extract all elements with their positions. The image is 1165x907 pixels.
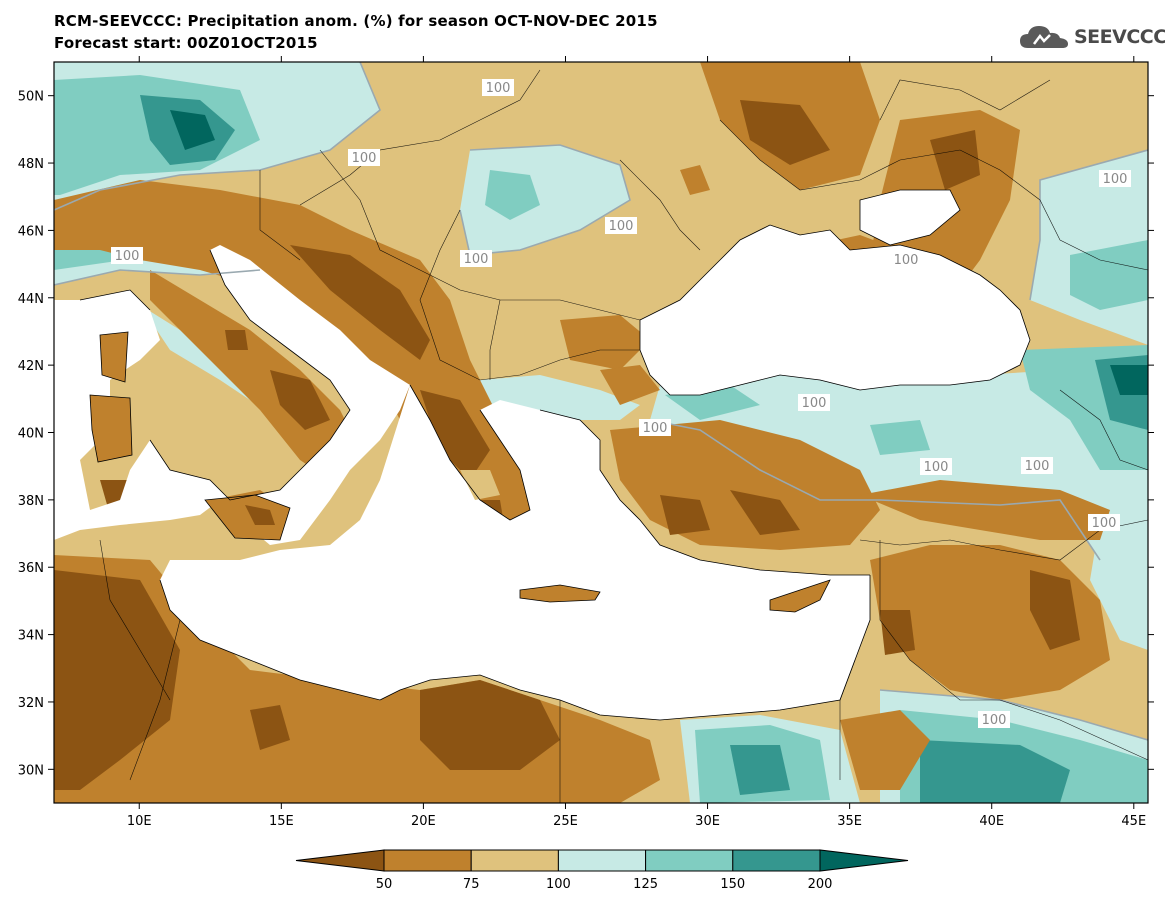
forecast-start-label: Forecast start: 00Z01OCT2015 — [54, 34, 318, 52]
logo-text: SEEVCCC — [1074, 26, 1165, 48]
country-borders — [99, 69, 1148, 803]
contour-label: 100 — [1088, 514, 1120, 531]
colorbar: 50 75 100 125 150 200 — [295, 849, 909, 892]
lon-tick-label: 15E — [269, 814, 294, 829]
lon-tick-label: 25E — [553, 814, 578, 829]
colorbar-swatch — [645, 849, 734, 872]
svg-text:100: 100 — [802, 396, 827, 411]
islands — [90, 332, 830, 612]
colorbar-swatch — [732, 849, 821, 872]
lon-tick-label: 35E — [837, 814, 862, 829]
svg-text:100: 100 — [982, 713, 1007, 728]
coastlines-and-borders — [79, 189, 1031, 721]
colorbar-swatch — [557, 849, 647, 872]
svg-text:100: 100 — [924, 460, 949, 475]
colorbar-swatch-under — [295, 849, 385, 872]
contour-label: 100 — [348, 149, 380, 166]
anomaly-fill-over-200 — [170, 110, 1148, 395]
contour-label: 100 — [639, 419, 671, 436]
svg-text:100: 100 — [894, 253, 919, 268]
contour-label: 100 — [460, 250, 492, 267]
map-title: RCM-SEEVCCC: Precipitation anom. (%) for… — [54, 12, 658, 30]
map-field — [54, 62, 1148, 803]
lat-tick-label: 44N — [18, 292, 44, 307]
colorbar-label: 75 — [463, 877, 480, 892]
svg-text:100: 100 — [352, 151, 377, 166]
latitude-ticks: 50N 48N 46N 44N 42N 40N 38N 36N 34N 32N 30N — [18, 90, 1154, 778]
contour-label: 100 — [890, 251, 922, 268]
lat-tick-label: 48N — [18, 157, 44, 172]
seevccc-logo: SEEVCCC — [1018, 22, 1165, 52]
colorbar-label: 125 — [633, 877, 658, 892]
colorbar-label: 100 — [546, 877, 571, 892]
svg-text:100: 100 — [609, 219, 634, 234]
lat-tick-label: 42N — [18, 359, 44, 374]
svg-text:100: 100 — [115, 249, 140, 264]
contour-label: 100 — [482, 79, 514, 96]
svg-text:100: 100 — [1092, 516, 1117, 531]
colorbar-label: 200 — [808, 877, 833, 892]
lat-tick-label: 30N — [18, 763, 44, 778]
lat-tick-label: 46N — [18, 224, 44, 239]
colorbar-swatch-over — [819, 849, 909, 872]
lat-tick-label: 40N — [18, 427, 44, 442]
contour-label: 100 — [1099, 170, 1131, 187]
svg-text:100: 100 — [486, 81, 511, 96]
contour-label: 100 — [920, 458, 952, 475]
colorbar-swatch — [383, 849, 472, 872]
svg-text:100: 100 — [643, 421, 668, 436]
contour-label: 100 — [605, 217, 637, 234]
lon-tick-label: 40E — [979, 814, 1004, 829]
sea-mask — [54, 190, 1030, 720]
colorbar-swatch — [470, 849, 559, 872]
contour-label: 100 — [978, 711, 1010, 728]
lat-tick-label: 50N — [18, 90, 44, 105]
svg-text:100: 100 — [1025, 459, 1050, 474]
longitude-ticks: 10E 15E 20E 25E 30E 35E 40E 45E — [127, 56, 1146, 829]
lat-tick-label: 34N — [18, 629, 44, 644]
svg-text:100: 100 — [464, 252, 489, 267]
contour-labels: 100 100 100 100 100 100 100 100 100 100 100 100 100 — [111, 79, 1131, 728]
lon-tick-label: 45E — [1121, 814, 1146, 829]
colorbar-label: 50 — [376, 877, 393, 892]
colorbar-label: 150 — [720, 877, 745, 892]
lon-tick-label: 10E — [127, 814, 152, 829]
lat-tick-label: 36N — [18, 561, 44, 576]
lat-tick-label: 32N — [18, 696, 44, 711]
contour-label: 100 — [111, 247, 143, 264]
svg-text:100: 100 — [1103, 172, 1128, 187]
lon-tick-label: 20E — [411, 814, 436, 829]
lat-tick-label: 38N — [18, 494, 44, 509]
contour-label: 100 — [1021, 457, 1053, 474]
contour-label: 100 — [798, 394, 830, 411]
lon-tick-label: 30E — [695, 814, 720, 829]
cloud-icon — [1020, 26, 1068, 48]
